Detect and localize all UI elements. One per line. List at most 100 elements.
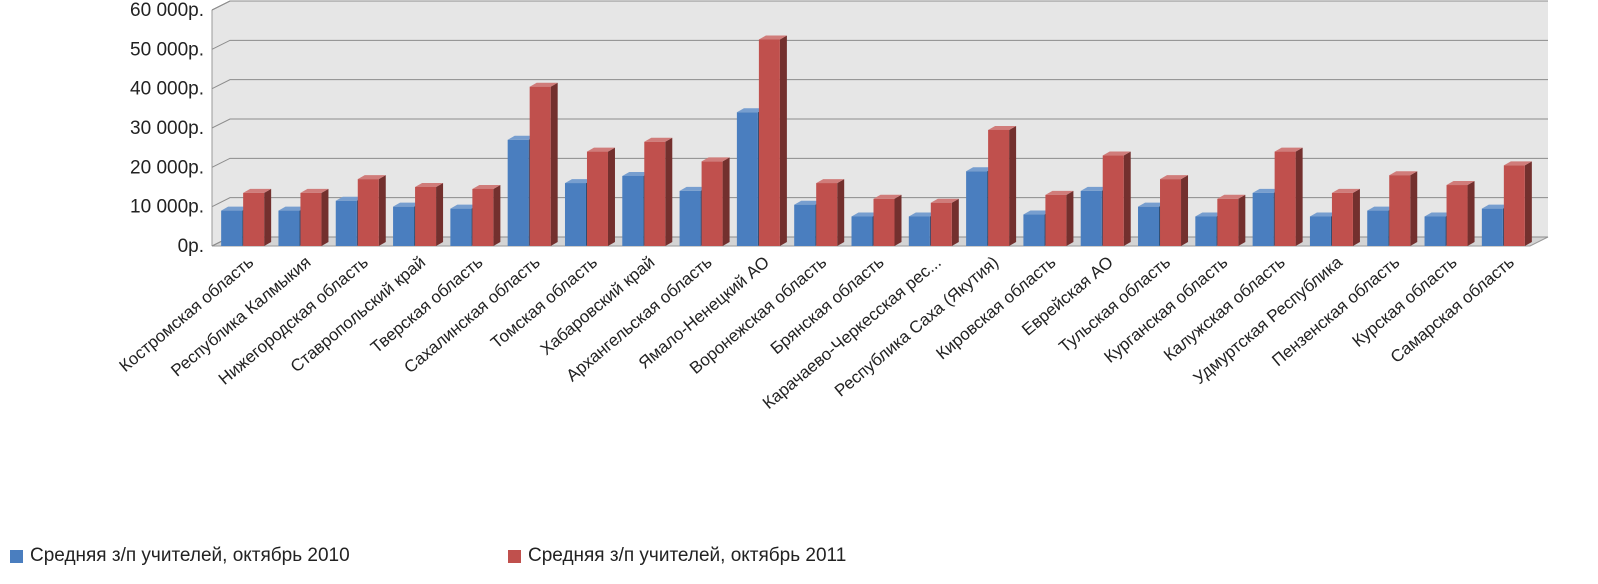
bar-front (393, 206, 415, 246)
bar-front (586, 151, 608, 246)
bar-top (988, 125, 1017, 130)
bar-top (622, 171, 651, 176)
bar-top (794, 200, 823, 205)
bar-front (507, 139, 529, 246)
bar-top (1102, 151, 1131, 156)
y-tick-label: 10 000р. (130, 197, 204, 218)
legend-swatch-2010 (10, 549, 23, 563)
bar-side (264, 188, 272, 246)
bar-front (357, 179, 379, 246)
bar-side (837, 179, 845, 246)
bar-series-1-12 (930, 198, 959, 246)
bar-top (816, 179, 845, 184)
bar-front (1503, 165, 1525, 246)
bar-series-1-5 (529, 82, 558, 246)
bar-side (321, 188, 329, 246)
y-tick-label: 0р. (178, 236, 204, 257)
bar-front (873, 198, 895, 246)
bar-front (1252, 192, 1274, 246)
bar-top (415, 183, 444, 187)
gridline (211, 79, 1548, 90)
bar-front (1195, 216, 1217, 246)
bar-series-1-15 (1102, 151, 1131, 246)
bar-front (529, 86, 551, 246)
y-axis: 0р. 10 000р. 20 000р. 30 000р. 40 000р. 50 00… (130, 0, 204, 257)
bar-side (779, 35, 787, 246)
bar-front (1102, 155, 1124, 246)
bar-front (758, 39, 780, 246)
bar-top (679, 186, 708, 191)
bar-top (1446, 181, 1475, 186)
bar-series-1-13 (988, 125, 1017, 246)
y-tick-label: 30 000р. (130, 118, 204, 139)
bar-top (1389, 171, 1418, 176)
bar-front (701, 161, 723, 246)
bar-top (357, 175, 386, 180)
bar-series-1-4 (472, 184, 501, 246)
bar-front (736, 112, 758, 247)
bar-top (1331, 188, 1360, 193)
bar-front (1023, 214, 1045, 246)
bar-front (966, 171, 988, 246)
bar-front (679, 190, 701, 246)
bar-series-1-18 (1274, 147, 1303, 246)
bar-top (908, 212, 937, 217)
bars (221, 35, 1532, 247)
legend-swatch-2011 (508, 549, 521, 563)
bar-front (1160, 179, 1182, 246)
bar-side (1181, 175, 1189, 246)
bar-side (1467, 181, 1475, 246)
bar-front (1367, 210, 1389, 246)
gridlines (211, 0, 1548, 247)
bar-series-1-21 (1446, 181, 1475, 246)
legend-item-2011: Средняя з/п учителей, октябрь 2011 (508, 545, 846, 567)
bar-side (1123, 151, 1131, 246)
bar-front (1481, 208, 1503, 246)
bar-top (930, 198, 959, 203)
bar-front (415, 187, 437, 246)
legend-label-2011: Средняя з/п учителей, октябрь 2011 (528, 545, 847, 566)
bar-top (221, 206, 250, 211)
bar-front (472, 188, 494, 246)
bar-series-1-16 (1160, 175, 1189, 246)
bar-side (378, 175, 386, 246)
bar-series-1-19 (1331, 188, 1360, 246)
bar-side (1524, 161, 1532, 246)
bar-side (436, 183, 444, 246)
bar-front (1389, 175, 1411, 246)
bar-series-1-1 (300, 188, 329, 246)
bar-top (1309, 212, 1338, 217)
bar-front (450, 208, 472, 246)
bar-top (1160, 175, 1189, 180)
bar-top (701, 157, 730, 162)
bar-top (1217, 194, 1246, 199)
gridline (211, 39, 1548, 50)
bar-front (851, 216, 873, 246)
bar-front (335, 200, 357, 246)
bar-front (794, 204, 816, 246)
bar-top (1252, 188, 1281, 193)
bar-front (564, 183, 586, 246)
bar-series-1-11 (873, 194, 902, 246)
bar-front (1424, 216, 1446, 246)
bar-front (622, 175, 644, 246)
bar-front (1138, 206, 1160, 246)
legend-label-2010: Средняя з/п учителей, октябрь 2010 (30, 545, 350, 566)
bar-top (851, 212, 880, 217)
bar-front (1080, 190, 1102, 246)
gridline (211, 0, 1548, 11)
bar-top (873, 194, 902, 199)
bar-series-1-10 (816, 179, 845, 246)
bar-series-1-22 (1503, 161, 1532, 246)
bar-side (1295, 147, 1303, 246)
bar-top (529, 82, 558, 87)
bar-top (450, 204, 479, 209)
bar-top (278, 206, 307, 211)
bar-front (1045, 194, 1067, 246)
bar-side (607, 147, 615, 246)
bar-side (951, 198, 959, 246)
bar-front (221, 210, 243, 246)
bar-side (1410, 171, 1418, 246)
bar-series-1-9 (758, 35, 787, 246)
